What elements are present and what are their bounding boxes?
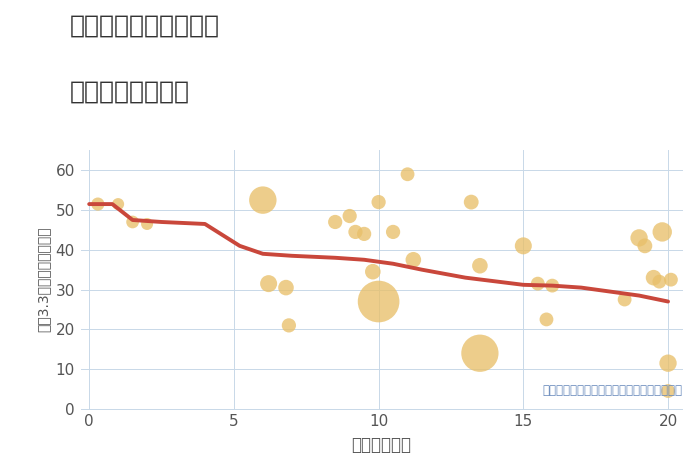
X-axis label: 駅距離（分）: 駅距離（分） xyxy=(351,437,412,454)
Point xyxy=(466,198,477,206)
Point xyxy=(176,135,188,142)
Text: 駅距離別土地価格: 駅距離別土地価格 xyxy=(70,80,190,104)
Point xyxy=(662,360,673,367)
Point xyxy=(475,262,486,269)
Point xyxy=(388,228,399,235)
Point xyxy=(654,278,665,285)
Point xyxy=(402,171,413,178)
Point xyxy=(263,280,274,287)
Point xyxy=(127,218,138,226)
Point xyxy=(662,387,673,395)
Text: 円の大きさは、取引のあった物件面積を示す: 円の大きさは、取引のあった物件面積を示す xyxy=(542,384,682,397)
Point xyxy=(284,321,295,329)
Point xyxy=(619,296,630,303)
Point xyxy=(344,212,356,220)
Point xyxy=(141,220,153,228)
Point xyxy=(358,230,370,238)
Point xyxy=(330,218,341,226)
Point xyxy=(281,284,292,291)
Point xyxy=(532,280,543,287)
Point xyxy=(547,282,558,290)
Point xyxy=(113,200,124,208)
Y-axis label: 坪（3.3㎡）単価（万円）: 坪（3.3㎡）単価（万円） xyxy=(36,227,50,332)
Point xyxy=(373,298,384,306)
Point xyxy=(368,268,379,275)
Point xyxy=(92,200,104,208)
Point xyxy=(475,350,486,357)
Point xyxy=(407,256,419,264)
Point xyxy=(634,234,645,242)
Point xyxy=(657,228,668,235)
Point xyxy=(648,274,659,282)
Point xyxy=(373,198,384,206)
Point xyxy=(257,196,268,204)
Text: 奈良県奈良市須川町の: 奈良県奈良市須川町の xyxy=(70,14,220,38)
Point xyxy=(518,242,529,250)
Point xyxy=(350,228,361,235)
Point xyxy=(639,242,650,250)
Point xyxy=(541,316,552,323)
Point xyxy=(665,276,676,283)
